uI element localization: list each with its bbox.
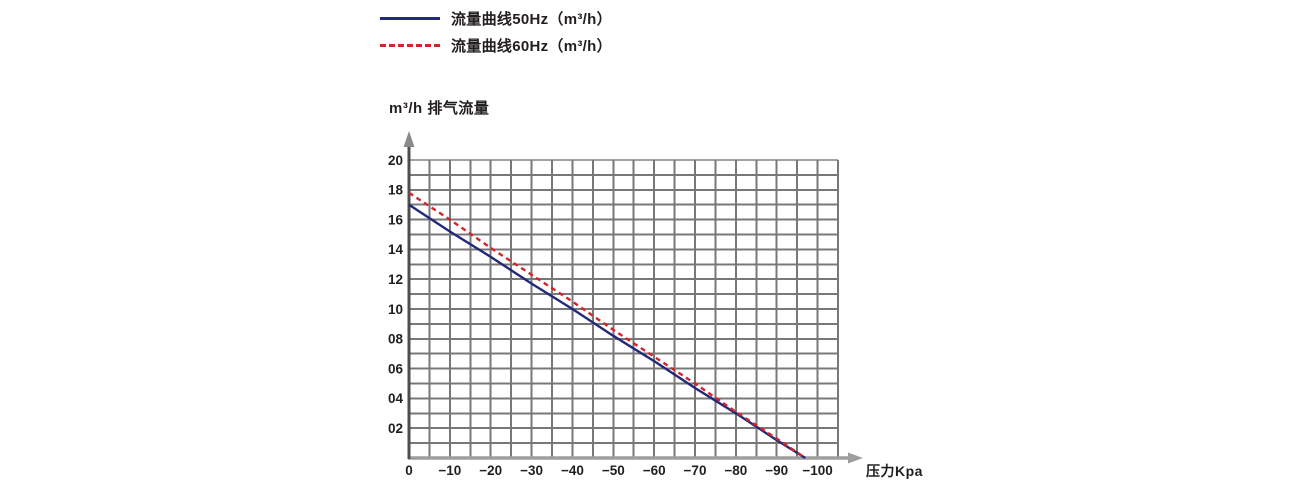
y-tick-label: 04 [388, 391, 404, 406]
y-tick-label: 20 [388, 153, 403, 168]
series-line-50hz [408, 203, 806, 460]
x-tick-label: −10 [438, 463, 461, 478]
x-tick-label: 0 [405, 463, 413, 478]
legend-item-60hz: 流量曲线60Hz（m³/h） [380, 35, 612, 55]
x-tick-label: −40 [561, 463, 584, 478]
x-axis-arrow-icon [848, 452, 863, 464]
legend-dashed-line-swatch [380, 43, 440, 47]
y-tick-label: 16 [388, 212, 404, 227]
y-tick-label: 06 [388, 361, 404, 376]
x-tick-label: −20 [479, 463, 502, 478]
y-axis-arrow-icon [403, 131, 415, 147]
legend: 流量曲线50Hz（m³/h） 流量曲线60Hz（m³/h） [380, 8, 612, 55]
x-tick-label: −90 [765, 463, 788, 478]
series-line-60hz [408, 191, 806, 459]
legend-item-50hz: 流量曲线50Hz（m³/h） [380, 8, 612, 28]
y-axis-title: m³/h 排气流量 [389, 100, 490, 117]
y-tick-label: 10 [388, 302, 403, 317]
y-tick-label: 14 [388, 242, 404, 257]
x-tick-label: −50 [602, 463, 625, 478]
y-tick-label: 08 [388, 332, 404, 347]
y-tick-label: 02 [388, 421, 403, 436]
y-tick-label: 12 [388, 272, 403, 287]
x-tick-label: −80 [724, 463, 747, 478]
x-tick-label: −100 [802, 463, 832, 478]
x-tick-label: −70 [684, 463, 707, 478]
x-tick-label: −30 [520, 463, 543, 478]
x-tick-label: −60 [643, 463, 666, 478]
legend-solid-line-swatch [380, 16, 440, 20]
legend-label-50hz: 流量曲线50Hz（m³/h） [451, 10, 612, 28]
legend-label-60hz: 流量曲线60Hz（m³/h） [451, 37, 612, 55]
y-tick-label: 18 [388, 183, 404, 198]
x-axis-title: 压力Kpa [866, 463, 923, 479]
